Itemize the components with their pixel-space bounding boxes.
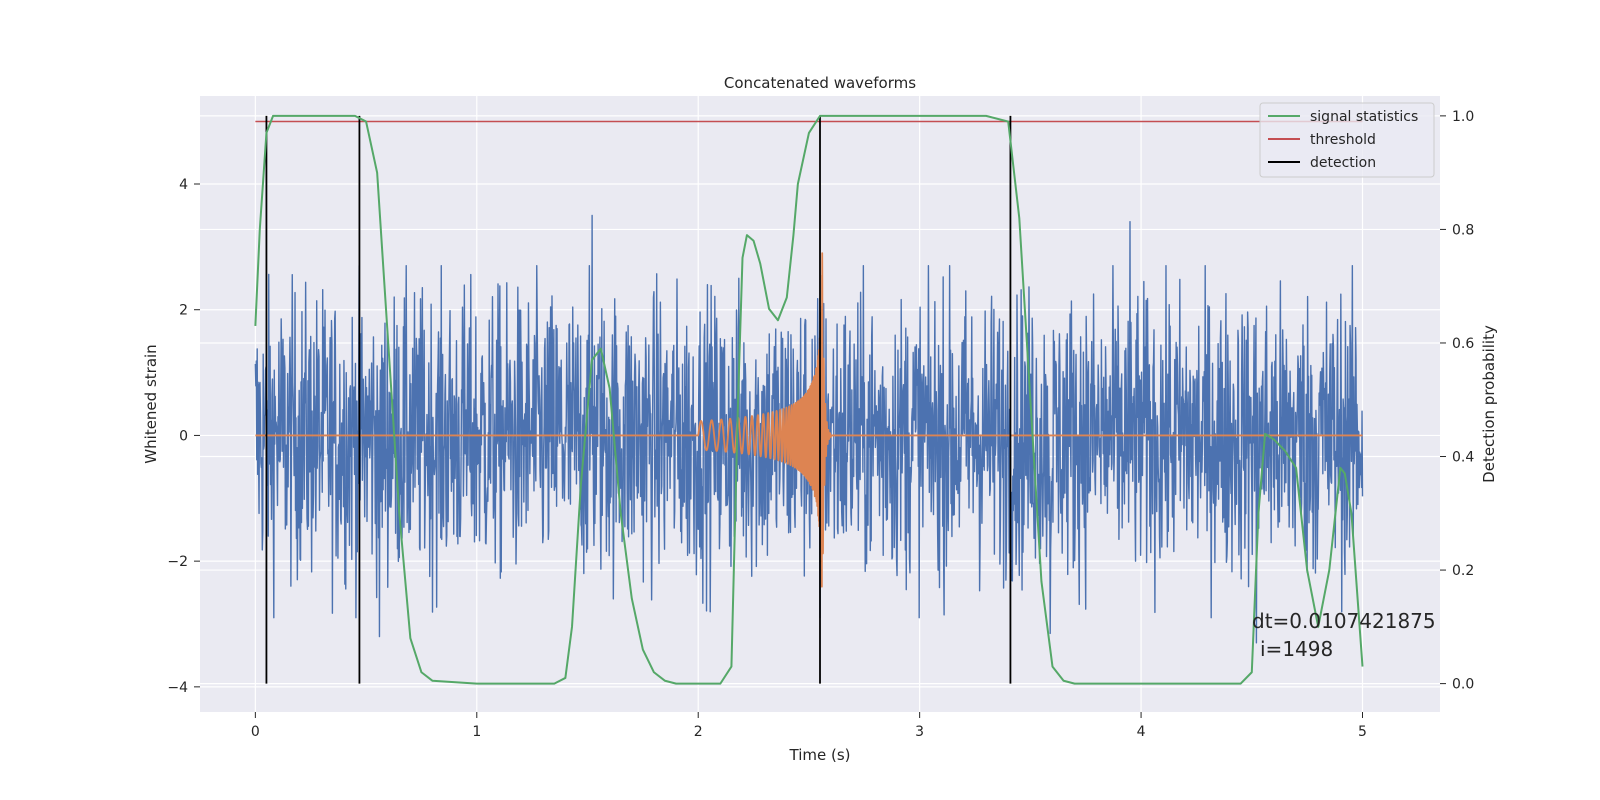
y-tick-label-right: 0.8	[1452, 222, 1474, 238]
y-tick-label-left: 0	[179, 428, 188, 444]
y-tick-label-right: 0.6	[1452, 336, 1474, 352]
legend-label-threshold: threshold	[1310, 132, 1376, 148]
chart-title: Concatenated waveforms	[724, 74, 916, 92]
x-tick-label: 5	[1358, 724, 1367, 740]
y-axis-label-right: Detection probability	[1480, 325, 1498, 483]
chirp-series	[255, 252, 1363, 588]
annotation-dt: dt=0.0107421875	[1252, 609, 1436, 633]
x-tick-label: 0	[251, 724, 260, 740]
y-tick-label-right: 1.0	[1452, 109, 1474, 125]
legend-box	[1259, 102, 1435, 178]
y-tick-label-left: 4	[179, 177, 188, 193]
y-axis-label-left: Whitened strain	[142, 344, 160, 463]
series-layer	[254, 114, 1364, 685]
y-tick-label-right: 0.4	[1452, 450, 1474, 466]
annotation-i: i=1498	[1260, 637, 1333, 661]
legend-label-signal-statistics: signal statistics	[1310, 109, 1418, 125]
x-tick-label: 4	[1137, 724, 1146, 740]
axes: 0 1 2 3 4 5 −4 −2 0 2 4 0.0 0.2 0.4 0.6 0.8 1.0	[167, 109, 1474, 740]
y-tick-label-left: −4	[167, 680, 188, 696]
y-tick-label-right: 0.0	[1452, 677, 1474, 693]
y-tick-label-left: 2	[179, 303, 188, 319]
x-tick-label: 3	[915, 724, 924, 740]
y-tick-label-left: −2	[167, 554, 188, 570]
x-axis-label: Time (s)	[789, 746, 851, 764]
y-tick-label-right: 0.2	[1452, 563, 1474, 579]
signal-statistics-line	[254, 114, 1364, 685]
x-tick-label: 2	[694, 724, 703, 740]
legend: signal statistics threshold detection	[1259, 102, 1435, 178]
legend-label-detection: detection	[1310, 155, 1376, 171]
x-tick-label: 1	[472, 724, 481, 740]
